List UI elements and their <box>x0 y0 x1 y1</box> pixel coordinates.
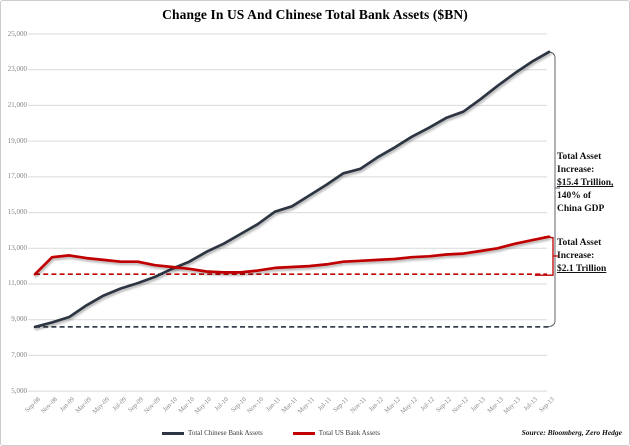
annotation-line: China GDP <box>557 204 605 214</box>
annotation-china-increase: Total Asset Increase: $15.4 Trillion, 140% … <box>557 151 629 216</box>
annotation-line: Increase: <box>557 251 595 261</box>
chart-title: Change In US And Chinese Total Bank Asse… <box>162 7 468 22</box>
legend: Total Chinese Bank Assets Total US Bank … <box>1 429 541 437</box>
annotation-line: Increase: <box>557 165 595 175</box>
y-axis-tick-label: 11,000 <box>8 279 27 288</box>
y-axis-tick-label: 5,000 <box>11 386 27 395</box>
china-line-swatch <box>162 431 185 435</box>
y-axis-tick-label: 19,000 <box>7 136 27 145</box>
annotation-line: Total Asset <box>557 152 602 162</box>
us-line-swatch <box>292 431 315 435</box>
annotation-line: $15.4 Trillion, <box>557 178 614 188</box>
annotation-line: Total Asset <box>557 238 602 248</box>
legend-label-us: Total US Bank Assets <box>318 429 380 437</box>
legend-label-china: Total Chinese Bank Assets <box>188 429 263 437</box>
annotation-us-increase: Total Asset Increase: $2.1 Trillion <box>557 237 629 276</box>
legend-item-us: Total US Bank Assets <box>292 429 380 437</box>
y-axis-tick-label: 23,000 <box>7 65 27 74</box>
y-axis-tick-label: 15,000 <box>7 208 27 217</box>
annotation-line: $2.1 Trillion <box>557 264 607 274</box>
legend-item-china: Total Chinese Bank Assets <box>162 429 263 437</box>
source-note: Source: Bloomberg, Zero Hedge <box>521 428 622 437</box>
annotation-line: 140% of <box>557 191 592 201</box>
y-axis-tick-label: 9,000 <box>11 315 27 324</box>
y-axis-tick-label: 21,000 <box>7 100 27 109</box>
y-axis-tick-label: 7,000 <box>11 350 27 359</box>
y-axis-tick-label: 25,000 <box>7 29 27 38</box>
y-axis-tick-label: 13,000 <box>7 243 27 252</box>
y-axis-tick-label: 17,000 <box>7 172 27 181</box>
